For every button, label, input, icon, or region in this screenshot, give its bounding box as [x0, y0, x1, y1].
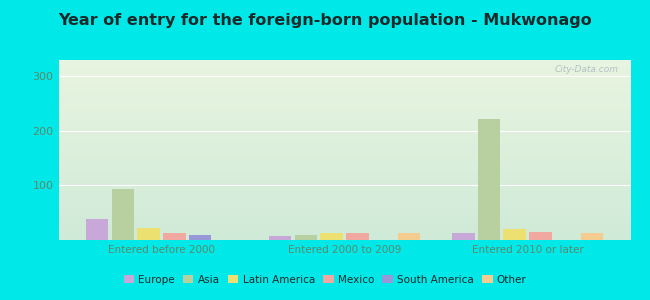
Bar [346, 233, 369, 240]
Text: Year of entry for the foreign-born population - Mukwonago: Year of entry for the foreign-born popul… [58, 14, 592, 28]
Bar [112, 189, 134, 240]
Bar [137, 228, 160, 240]
Bar [86, 219, 109, 240]
Bar [294, 235, 317, 240]
Bar [503, 229, 526, 240]
Legend: Europe, Asia, Latin America, Mexico, South America, Other: Europe, Asia, Latin America, Mexico, Sou… [120, 271, 530, 289]
Bar [163, 233, 186, 240]
Bar [452, 233, 474, 240]
Text: City-Data.com: City-Data.com [555, 65, 619, 74]
Bar [188, 235, 211, 240]
Bar [580, 233, 603, 240]
Bar [269, 236, 291, 240]
Bar [398, 233, 420, 240]
Bar [478, 119, 500, 240]
Bar [320, 233, 343, 240]
Bar [529, 232, 552, 240]
